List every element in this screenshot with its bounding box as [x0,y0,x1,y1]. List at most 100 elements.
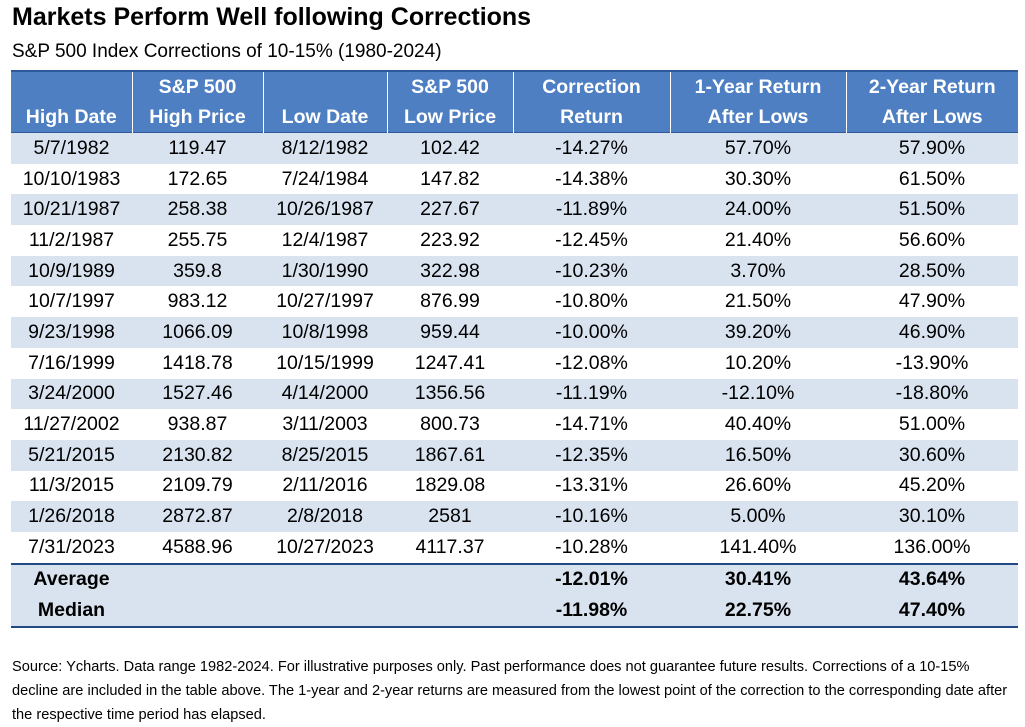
correction-return-cell: -10.00% [513,317,670,348]
low-price-cell: 147.82 [420,167,480,190]
low-date-cell: 2/8/2018 [263,501,387,532]
correction-return-cell: -12.35% [513,439,670,471]
one-year-return-cell: 141.40% [719,535,797,558]
one-year-return-cell: -12.10% [670,378,846,410]
table-row: 10/9/1989 359.8 1/30/1990 322.98 -10.23% 3.70… [11,255,1018,287]
low-price-cell: 800.73 [420,413,480,436]
two-year-return-cell: -13.90% [895,351,969,374]
high-price-cell: 258.38 [132,194,263,226]
high-price-cell: 2109.79 [162,474,233,497]
two-year-return-cell: 46.90% [846,317,1018,348]
two-year-return-cell: 56.60% [898,228,966,251]
median-row: Median -11.98% 22.75% 47.40% [11,595,1018,628]
one-year-return-cell: 21.40% [724,228,792,251]
correction-return-cell: -10.28% [555,535,628,558]
high-date-cell: 11/2/1987 [28,228,115,251]
corrections-table: High Date S&P 500 High Price Low Date S&P… [11,70,1018,628]
high-date-cell: 10/10/1983 [22,167,121,190]
high-price-cell: 1066.09 [132,317,263,348]
summary-cell [132,595,263,628]
two-year-return-cell: 28.50% [846,255,1018,287]
summary-cell: -12.01% [513,562,670,596]
table-body: 5/7/1982 119.47 8/12/1982 102.42 -14.27% 57.7… [11,131,1018,564]
one-year-return-cell: 10.20% [724,351,792,374]
low-date-cell: 10/27/1997 [276,290,374,313]
high-price-cell: 983.12 [167,290,228,313]
high-price-cell: 255.75 [167,228,228,251]
two-year-return-cell: 61.50% [898,167,966,190]
summary-cell: 30.41% [670,562,846,596]
high-date-cell: 11/27/2002 [23,413,120,436]
high-date-cell: 7/31/2023 [28,535,115,558]
one-year-return-cell: 24.00% [670,194,846,226]
high-date-cell: 1/26/2018 [11,501,132,532]
low-date-cell: 3/11/2003 [282,413,368,436]
summary-cell: 43.64% [846,562,1018,596]
high-price-cell: 1418.78 [162,351,233,374]
summary-cell [132,562,263,596]
header-high-date: High Date [11,71,132,133]
header-low-date: Low Date [262,71,387,133]
one-year-return-cell: 21.50% [724,290,792,313]
low-price-cell: 4117.37 [415,535,485,558]
low-price-cell: 223.92 [420,228,480,251]
table-row: 11/27/2002 938.87 3/11/2003 800.73 -14.71% 40… [11,409,1018,440]
high-date-cell: 10/9/1989 [11,255,132,287]
high-price-cell: 938.87 [167,413,228,436]
correction-return-cell: -10.16% [513,501,670,532]
summary-label: Median [11,595,132,628]
summary-cell [387,562,513,596]
high-date-cell: 10/7/1997 [28,290,115,313]
header-high-price: S&P 500 High Price [131,71,263,133]
correction-return-cell: -14.38% [555,167,628,190]
two-year-return-cell: 51.50% [846,194,1018,226]
high-price-cell: 359.8 [132,255,263,287]
header-1yr-return: 1-Year Return After Lows [669,71,846,133]
one-year-return-cell: 3.70% [670,255,846,287]
high-date-cell: 5/7/1982 [11,131,132,164]
correction-return-cell: -13.31% [555,474,628,497]
low-price-cell: 959.44 [387,317,513,348]
high-price-cell: 172.65 [167,167,228,190]
summary-cell [263,562,387,596]
low-date-cell: 1/30/1990 [263,255,387,287]
two-year-return-cell: 45.20% [898,474,966,497]
one-year-return-cell: 26.60% [724,474,792,497]
correction-return-cell: -14.71% [555,413,628,436]
table-row: 5/7/1982 119.47 8/12/1982 102.42 -14.27% 57.7… [11,131,1018,164]
two-year-return-cell: 30.60% [846,439,1018,471]
low-date-cell: 7/24/1984 [281,167,369,190]
header-row: High Date S&P 500 High Price Low Date S&P… [11,71,1018,133]
low-date-cell: 10/8/1998 [263,317,387,348]
two-year-return-cell: 30.10% [846,501,1018,532]
table-row: 7/31/2023 4588.96 10/27/2023 4117.37 -10.28%… [11,532,1018,564]
low-date-cell: 8/25/2015 [263,439,387,471]
correction-return-cell: -12.08% [555,351,628,374]
table-row: 5/21/2015 2130.82 8/25/2015 1867.61 -12.35% 1… [11,439,1018,471]
low-date-cell: 4/14/2000 [263,378,387,410]
one-year-return-cell: 39.20% [670,317,846,348]
table-row: 11/2/1987 255.75 12/4/1987 223.92 -12.45% 21.… [11,225,1018,256]
high-price-cell: 119.47 [132,131,263,164]
one-year-return-cell: 40.40% [724,413,792,436]
correction-return-cell: -12.45% [555,228,628,251]
table-row: 9/23/1998 1066.09 10/8/1998 959.44 -10.00% 39… [11,317,1018,348]
chart-subtitle: S&P 500 Index Corrections of 10-15% (198… [12,41,442,62]
correction-return-cell: -14.27% [513,131,670,164]
summary-cell: 22.75% [670,595,846,628]
high-price-cell: 1527.46 [132,378,263,410]
low-date-cell: 10/15/1999 [276,351,374,374]
table-row: 11/3/2015 2109.79 2/11/2016 1829.08 -13.31% 2… [11,471,1018,502]
low-price-cell: 1867.61 [387,439,513,471]
low-price-cell: 227.67 [387,194,513,226]
high-date-cell: 3/24/2000 [11,378,132,410]
high-price-cell: 4588.96 [162,535,233,558]
table-row: 10/21/1987 258.38 10/26/1987 227.67 -11.89% 2… [11,194,1018,226]
low-price-cell: 876.99 [420,290,480,313]
low-price-cell: 322.98 [387,255,513,287]
one-year-return-cell: 16.50% [670,439,846,471]
header-correction-return: Correction Return [512,71,670,133]
high-date-cell: 9/23/1998 [11,317,132,348]
two-year-return-cell: 51.00% [898,413,966,436]
low-date-cell: 12/4/1987 [281,228,369,251]
